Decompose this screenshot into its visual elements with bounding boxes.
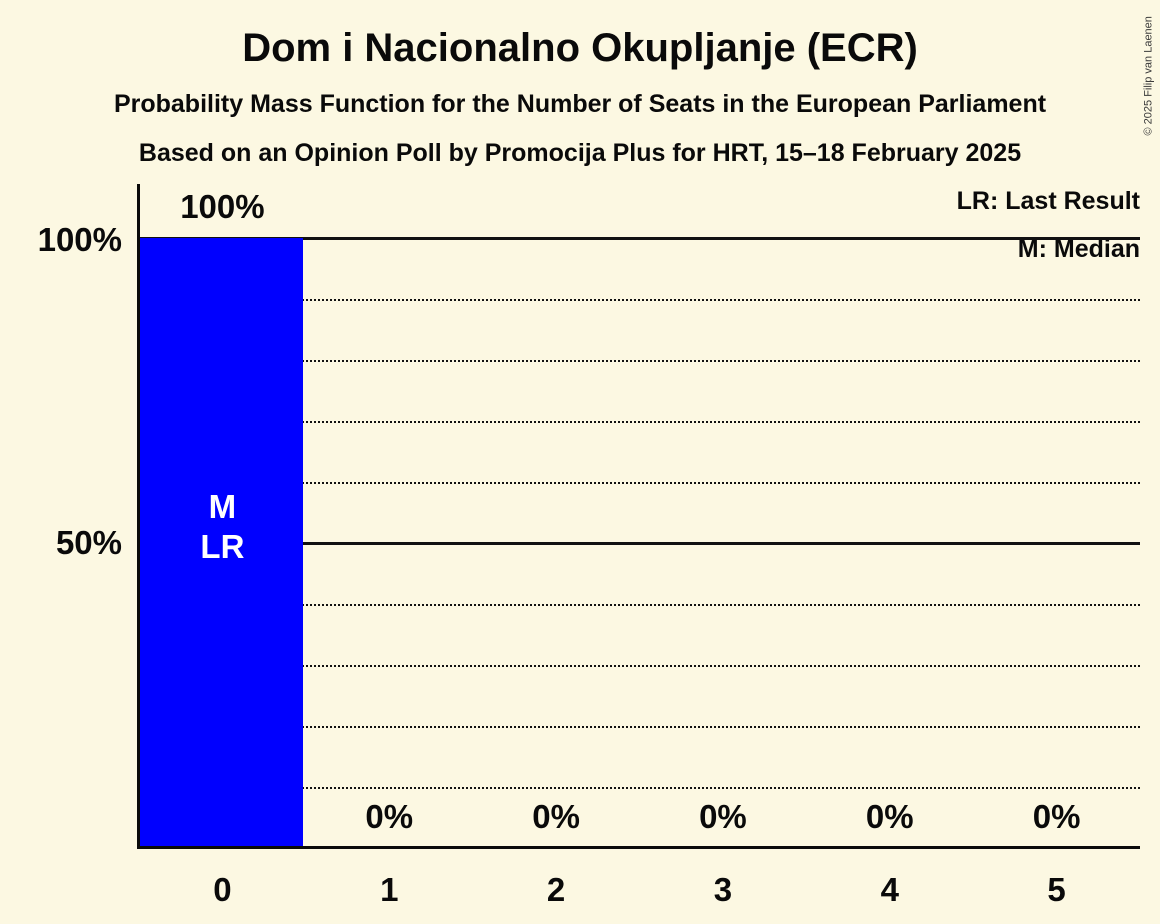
gridline-30pct bbox=[139, 665, 1140, 667]
gridline-80pct bbox=[139, 360, 1140, 362]
gridline-100pct-solid bbox=[139, 236, 1140, 240]
x-tick-label-3: 3 bbox=[713, 871, 733, 908]
x-tick-label-1: 1 bbox=[380, 871, 399, 908]
x-tick-label-4: 4 bbox=[880, 871, 899, 908]
value-label-seats-0: 100% bbox=[180, 188, 265, 225]
gridline-90pct bbox=[139, 299, 1140, 301]
gridline-40pct bbox=[139, 604, 1140, 606]
gridline-50pct-solid bbox=[139, 541, 1140, 545]
median-last-result-marker: M LR bbox=[200, 488, 245, 565]
value-label-seats-1: 0% bbox=[365, 798, 414, 835]
chart-title: Dom i Nacionalno Okupljanje (ECR) bbox=[242, 26, 918, 70]
value-label-seats-4: 0% bbox=[865, 798, 914, 835]
legend-median: M: Median bbox=[1017, 235, 1140, 263]
gridline-10pct bbox=[139, 787, 1140, 789]
x-tick-label-5: 5 bbox=[1047, 871, 1066, 908]
y-axis-label-50: 50% bbox=[55, 524, 122, 561]
x-axis-line bbox=[137, 846, 1140, 849]
x-tick-label-0: 0 bbox=[213, 871, 232, 908]
gridline-60pct bbox=[139, 482, 1140, 484]
value-label-seats-3: 0% bbox=[699, 798, 747, 835]
gridline-70pct bbox=[139, 421, 1140, 423]
legend-last-result: LR: Last Result bbox=[956, 187, 1140, 215]
bar-seats-0 bbox=[140, 238, 303, 848]
value-label-seats-2: 0% bbox=[532, 798, 580, 835]
chart-source-line: Based on an Opinion Poll by Promocija Pl… bbox=[138, 139, 1022, 167]
x-tick-label-2: 2 bbox=[546, 871, 566, 908]
value-label-seats-5: 0% bbox=[1032, 798, 1081, 835]
y-axis-line bbox=[137, 184, 140, 849]
gridline-20pct bbox=[139, 726, 1140, 728]
y-axis-label-100: 100% bbox=[37, 221, 122, 258]
chart-subtitle: Probability Mass Function for the Number… bbox=[113, 90, 1047, 118]
